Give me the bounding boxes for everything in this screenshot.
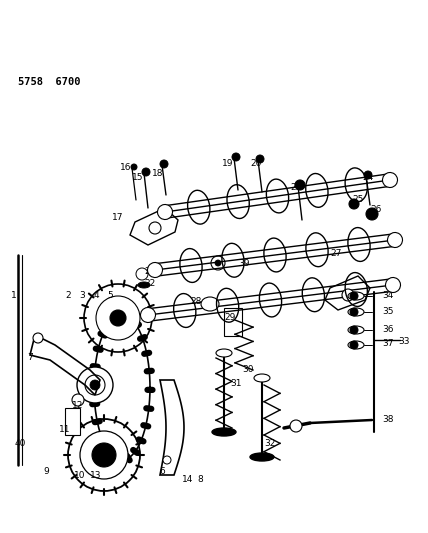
Text: 14: 14 bbox=[182, 475, 194, 484]
Text: 23: 23 bbox=[290, 183, 302, 192]
Text: 34: 34 bbox=[382, 292, 394, 301]
Circle shape bbox=[350, 341, 358, 349]
Text: 5758  6700: 5758 6700 bbox=[18, 77, 80, 87]
Text: 32: 32 bbox=[265, 440, 276, 448]
Text: 18: 18 bbox=[152, 168, 164, 177]
Circle shape bbox=[342, 289, 354, 301]
Text: 12: 12 bbox=[72, 400, 84, 409]
Ellipse shape bbox=[212, 428, 236, 436]
Ellipse shape bbox=[201, 297, 219, 311]
Text: 7: 7 bbox=[27, 353, 33, 362]
Text: 9: 9 bbox=[43, 467, 49, 477]
Circle shape bbox=[80, 431, 128, 479]
Text: 3: 3 bbox=[79, 290, 85, 300]
Ellipse shape bbox=[386, 278, 401, 293]
Ellipse shape bbox=[348, 292, 364, 300]
Circle shape bbox=[131, 164, 137, 170]
Text: 22: 22 bbox=[144, 279, 156, 287]
Text: 17: 17 bbox=[112, 214, 124, 222]
Circle shape bbox=[77, 367, 113, 403]
Circle shape bbox=[232, 153, 240, 161]
Text: 20: 20 bbox=[250, 158, 262, 167]
Circle shape bbox=[142, 168, 150, 176]
Text: 5: 5 bbox=[107, 290, 113, 300]
Circle shape bbox=[85, 375, 105, 395]
Text: 24: 24 bbox=[363, 174, 374, 182]
Text: 15: 15 bbox=[132, 174, 144, 182]
Circle shape bbox=[163, 456, 171, 464]
Circle shape bbox=[295, 180, 305, 190]
Ellipse shape bbox=[387, 232, 402, 247]
Circle shape bbox=[349, 199, 359, 209]
Ellipse shape bbox=[158, 205, 172, 220]
Text: 16: 16 bbox=[120, 163, 132, 172]
Bar bbox=[224, 308, 242, 336]
Text: 33: 33 bbox=[398, 337, 410, 346]
Text: 10: 10 bbox=[74, 472, 86, 481]
Text: 39: 39 bbox=[238, 260, 250, 269]
Text: 37: 37 bbox=[382, 340, 394, 349]
Text: 21: 21 bbox=[144, 268, 156, 277]
Circle shape bbox=[256, 155, 264, 163]
Ellipse shape bbox=[138, 282, 150, 288]
Circle shape bbox=[90, 380, 100, 390]
Text: 35: 35 bbox=[382, 306, 394, 316]
Text: 11: 11 bbox=[59, 425, 71, 434]
Circle shape bbox=[149, 222, 161, 234]
Text: 8: 8 bbox=[197, 475, 203, 484]
Circle shape bbox=[160, 160, 168, 168]
Ellipse shape bbox=[254, 374, 270, 382]
Circle shape bbox=[110, 310, 126, 326]
Ellipse shape bbox=[348, 326, 364, 334]
Circle shape bbox=[350, 326, 358, 334]
Text: 6: 6 bbox=[159, 467, 165, 477]
Circle shape bbox=[290, 420, 302, 432]
Circle shape bbox=[350, 308, 358, 316]
Text: 29: 29 bbox=[224, 313, 236, 322]
Text: 27: 27 bbox=[330, 249, 342, 259]
Ellipse shape bbox=[348, 341, 364, 349]
Ellipse shape bbox=[216, 349, 232, 357]
Text: 40: 40 bbox=[14, 440, 26, 448]
Text: 30: 30 bbox=[242, 366, 254, 375]
Circle shape bbox=[92, 443, 116, 467]
Text: 26: 26 bbox=[370, 206, 382, 214]
Circle shape bbox=[366, 208, 378, 220]
Text: 36: 36 bbox=[382, 326, 394, 335]
Polygon shape bbox=[160, 380, 184, 475]
Text: 31: 31 bbox=[230, 379, 242, 389]
Circle shape bbox=[96, 296, 140, 340]
Text: 4: 4 bbox=[93, 290, 99, 300]
Circle shape bbox=[215, 260, 221, 266]
Circle shape bbox=[350, 292, 358, 300]
Text: 2: 2 bbox=[65, 290, 71, 300]
Text: 19: 19 bbox=[222, 158, 234, 167]
Text: 25: 25 bbox=[352, 196, 364, 205]
Ellipse shape bbox=[250, 453, 274, 461]
Text: 28: 28 bbox=[190, 297, 202, 306]
Ellipse shape bbox=[348, 308, 364, 316]
Circle shape bbox=[364, 171, 372, 179]
Circle shape bbox=[72, 394, 84, 406]
Ellipse shape bbox=[383, 173, 398, 188]
Polygon shape bbox=[65, 408, 80, 435]
Ellipse shape bbox=[140, 308, 155, 322]
Text: 38: 38 bbox=[382, 416, 394, 424]
Ellipse shape bbox=[148, 262, 163, 278]
Text: 13: 13 bbox=[90, 472, 102, 481]
Circle shape bbox=[33, 333, 43, 343]
Text: 1: 1 bbox=[11, 290, 17, 300]
